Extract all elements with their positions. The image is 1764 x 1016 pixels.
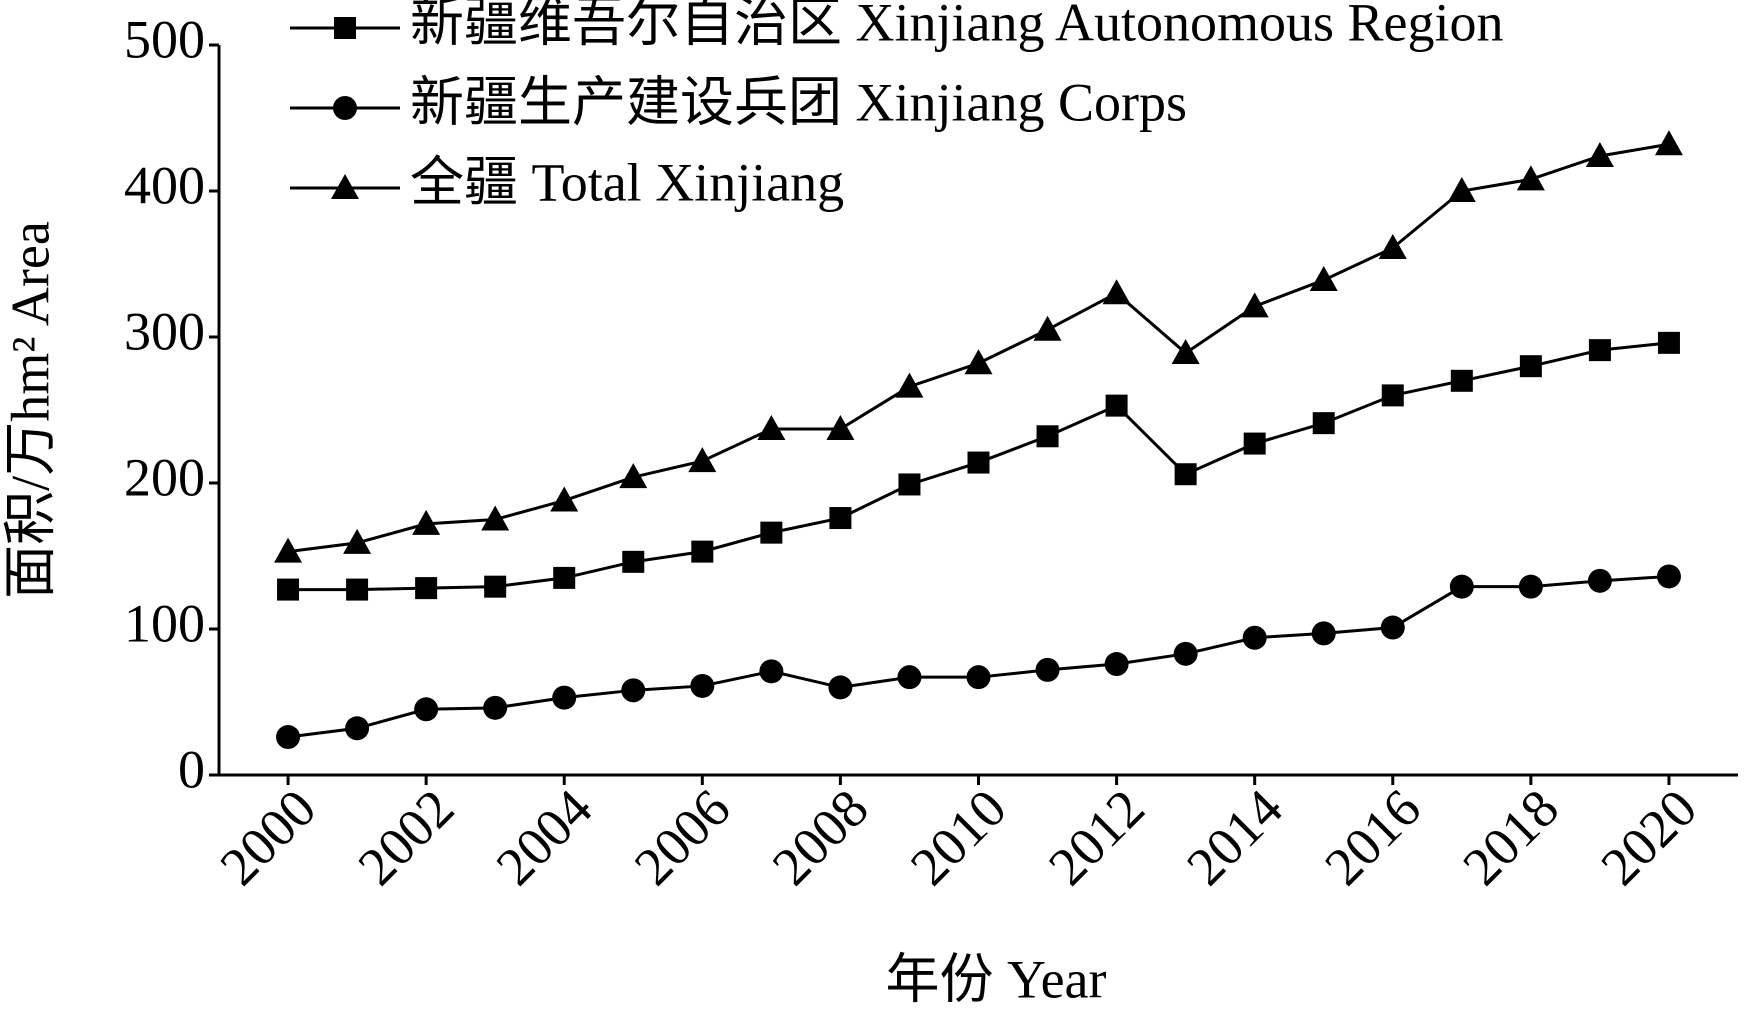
marker (1516, 165, 1545, 191)
marker (1656, 564, 1681, 589)
legend-marker (334, 17, 356, 39)
marker (1381, 384, 1404, 407)
x-tick-label: 2010 (899, 778, 1018, 897)
marker (276, 725, 301, 750)
marker (621, 678, 646, 703)
y-tick-label: 100 (124, 593, 205, 653)
marker (343, 528, 372, 554)
marker (1309, 266, 1338, 292)
marker (898, 473, 921, 496)
marker (828, 675, 853, 700)
marker (1240, 292, 1269, 318)
marker (345, 716, 370, 741)
x-tick-label: 2020 (1589, 778, 1708, 897)
marker (829, 507, 852, 530)
y-tick-label: 300 (124, 301, 205, 361)
marker (1171, 339, 1200, 365)
y-tick-label: 0 (178, 739, 205, 799)
marker (1243, 432, 1266, 455)
marker (1657, 331, 1680, 354)
marker (1587, 568, 1612, 593)
x-tick-label: 2008 (761, 778, 880, 897)
legend-marker (333, 96, 357, 120)
marker (619, 463, 648, 489)
marker (481, 505, 510, 531)
marker (1588, 339, 1611, 362)
marker (1585, 141, 1614, 167)
marker (1447, 177, 1476, 202)
marker (826, 414, 855, 440)
marker (1654, 130, 1683, 156)
legend-label: 新疆生产建设兵团 Xinjiang Corps (410, 72, 1187, 132)
marker (897, 665, 922, 690)
marker (760, 521, 783, 544)
marker (757, 414, 786, 440)
marker (759, 659, 784, 684)
marker (967, 451, 990, 474)
marker (966, 665, 991, 690)
marker (1519, 355, 1542, 378)
marker (1242, 625, 1267, 650)
y-tick-label: 400 (124, 155, 205, 215)
marker (277, 578, 300, 601)
marker (1378, 233, 1407, 259)
x-tick-label: 2006 (623, 778, 742, 897)
marker (1380, 615, 1405, 640)
marker (550, 486, 579, 512)
marker (691, 540, 714, 563)
marker (552, 685, 577, 710)
marker (274, 537, 303, 563)
x-tick-label: 2014 (1175, 778, 1294, 897)
marker (895, 372, 924, 398)
marker (964, 349, 993, 375)
marker (1173, 641, 1198, 666)
marker (1312, 412, 1335, 435)
x-tick-label: 2000 (208, 778, 327, 897)
marker (346, 578, 369, 601)
marker (1102, 279, 1131, 305)
marker (622, 550, 645, 573)
legend-label: 全疆 Total Xinjiang (410, 152, 844, 212)
marker (412, 509, 441, 535)
legend-label: 新疆维吾尔自治区 Xinjiang Autonomous Region (410, 0, 1504, 52)
marker (484, 575, 507, 598)
marker (415, 577, 438, 600)
x-tick-label: 2016 (1313, 778, 1432, 897)
legend-marker (331, 174, 359, 199)
marker (690, 673, 715, 698)
marker (1035, 657, 1060, 682)
marker (1311, 621, 1336, 646)
x-tick-label: 2018 (1451, 778, 1570, 897)
marker (1174, 463, 1197, 486)
x-tick-label: 2004 (485, 778, 604, 897)
marker (1033, 315, 1062, 341)
marker (483, 695, 508, 720)
marker (1449, 574, 1474, 599)
marker (1104, 652, 1129, 677)
x-tick-label: 2002 (347, 778, 466, 897)
marker (414, 697, 439, 722)
marker (553, 566, 576, 589)
marker (1036, 425, 1059, 448)
y-axis-label: 面积/万hm² Area (0, 221, 60, 599)
marker (1450, 369, 1473, 392)
x-tick-label: 2012 (1037, 778, 1156, 897)
marker (688, 447, 717, 473)
marker (1518, 574, 1543, 599)
marker (1105, 394, 1128, 417)
y-tick-label: 200 (124, 447, 205, 507)
x-axis-label: 年份 Year (885, 949, 1106, 1009)
y-tick-label: 500 (124, 9, 205, 69)
